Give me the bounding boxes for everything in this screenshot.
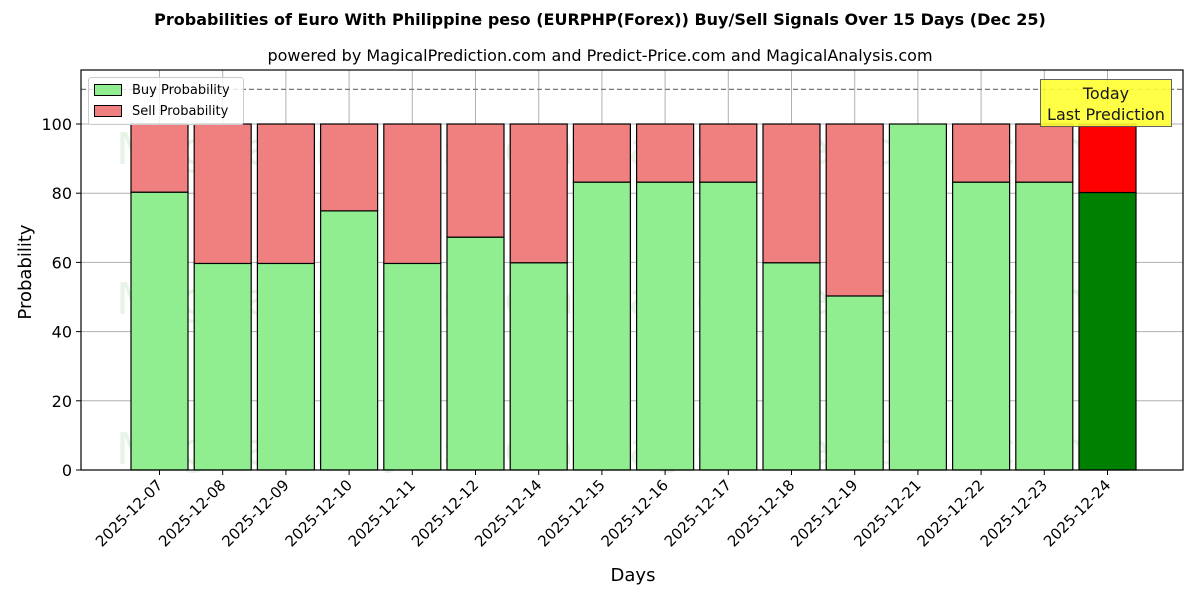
bar-sell xyxy=(383,123,442,265)
bar-buy xyxy=(572,181,632,471)
legend-item-buy: Buy Probability xyxy=(94,81,230,99)
bar-buy xyxy=(699,181,758,471)
legend-buy-label: Buy Probability xyxy=(132,82,230,98)
x-tick-label: 2025-12-11 xyxy=(345,476,419,550)
y-tick-label: 60 xyxy=(52,253,72,272)
bar-sell xyxy=(130,123,189,193)
x-tick-label: 2025-12-22 xyxy=(914,476,988,550)
bar-buy xyxy=(825,295,884,471)
legend-item-sell: Sell Probability xyxy=(94,102,228,120)
bar-sell xyxy=(951,123,1011,183)
x-tick-label: 2025-12-17 xyxy=(661,476,735,550)
bar-sell xyxy=(320,123,379,212)
x-tick-label: 2025-12-18 xyxy=(724,476,798,550)
x-tick-label: 2025-12-15 xyxy=(534,476,608,550)
annotation-line2: Last Prediction xyxy=(1047,105,1165,124)
bar-buy xyxy=(762,262,821,471)
y-axis-label: Probability xyxy=(15,224,36,319)
bar-sell xyxy=(256,123,315,265)
bar-sell xyxy=(509,123,568,264)
annotation-line1: Today xyxy=(1082,84,1130,103)
x-tick-label: 2025-12-09 xyxy=(218,476,292,550)
legend-sell-label: Sell Probability xyxy=(132,103,229,119)
bar-sell xyxy=(193,123,252,265)
bar-sell xyxy=(825,123,884,297)
y-tick-label: 20 xyxy=(52,392,72,411)
x-tick-label: 2025-12-19 xyxy=(787,476,861,550)
bar-sell xyxy=(572,123,632,183)
bar-buy xyxy=(509,262,568,471)
x-tick-label: 2025-12-12 xyxy=(408,476,482,550)
bar-buy xyxy=(193,262,252,471)
y-tick-label: 0 xyxy=(62,461,72,480)
x-tick-label: 2025-12-21 xyxy=(850,476,924,550)
bar-sell xyxy=(1078,123,1137,194)
chart-subtitle: powered by MagicalPrediction.com and Pre… xyxy=(267,46,933,65)
x-tick-label: 2025-12-07 xyxy=(92,476,166,550)
chart-title: Probabilities of Euro With Philippine pe… xyxy=(154,10,1046,29)
bar-sell xyxy=(446,123,505,238)
x-tick-label: 2025-12-16 xyxy=(598,476,672,550)
bar-buy xyxy=(383,262,442,471)
y-tick-label: 100 xyxy=(41,115,72,134)
x-tick-label: 2025-12-08 xyxy=(155,476,229,550)
y-tick-label: 80 xyxy=(52,184,72,203)
bar-buy xyxy=(635,181,695,471)
x-tick-label: 2025-12-23 xyxy=(977,476,1051,550)
bar-buy xyxy=(320,210,379,471)
bar-buy xyxy=(951,181,1011,471)
bar-buy xyxy=(446,236,505,471)
x-axis-label: Days xyxy=(611,565,656,586)
bar-buy xyxy=(130,191,189,471)
bar-buy xyxy=(256,262,315,471)
axes-frame xyxy=(80,69,1184,471)
today-annotation: Today Last Prediction xyxy=(1040,79,1172,127)
legend: Buy Probability Sell Probability xyxy=(88,77,244,125)
y-tick-label: 40 xyxy=(52,323,72,342)
x-tick-label: 2025-12-10 xyxy=(282,476,356,550)
bar-sell xyxy=(699,123,758,183)
bar-buy xyxy=(888,123,948,471)
bar-buy xyxy=(1015,181,1074,471)
buy-swatch-icon xyxy=(94,84,122,96)
sell-swatch-icon xyxy=(94,105,122,117)
x-tick-label: 2025-12-14 xyxy=(471,476,545,550)
bar-sell xyxy=(1015,123,1074,183)
bar-buy xyxy=(1078,191,1137,471)
x-tick-label: 2025-12-24 xyxy=(1040,476,1114,550)
bar-sell xyxy=(762,123,821,264)
bar-sell xyxy=(635,123,695,183)
